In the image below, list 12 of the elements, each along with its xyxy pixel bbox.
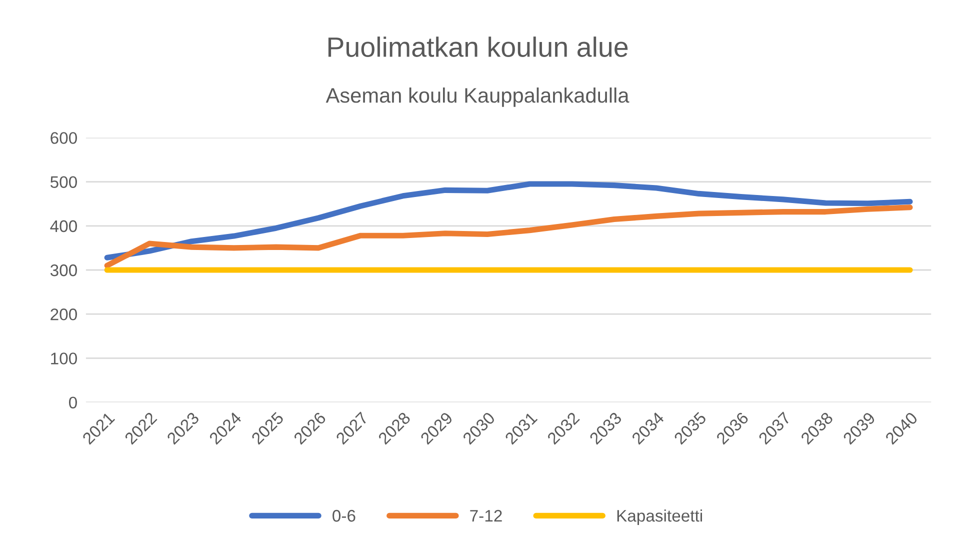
chart-subtitle: Aseman koulu Kauppalankadulla (326, 88, 630, 107)
chart-title: Puolimatkan koulun alue (328, 36, 628, 57)
y-tick-label: 0 (69, 396, 77, 409)
y-tick-label: 500 (50, 176, 77, 188)
legend-label: 7-12 (470, 510, 502, 522)
y-tick-label: 600 (50, 132, 77, 144)
legend-label: 0-6 (332, 510, 356, 522)
legend-label: Kapasiteetti (617, 509, 702, 525)
y-tick-label: 200 (50, 308, 77, 320)
y-tick-label: 300 (50, 264, 77, 276)
y-tick-label: 100 (51, 352, 77, 364)
y-tick-label: 400 (50, 220, 77, 232)
